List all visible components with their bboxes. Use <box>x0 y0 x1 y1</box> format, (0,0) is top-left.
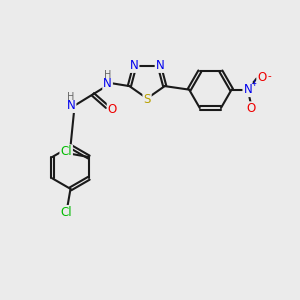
Text: +: + <box>250 79 258 88</box>
Text: H: H <box>68 92 75 102</box>
Text: N: N <box>103 77 112 90</box>
Text: S: S <box>143 93 151 106</box>
Text: -: - <box>267 71 271 81</box>
Text: N: N <box>243 83 252 96</box>
Text: H: H <box>104 70 111 80</box>
Text: O: O <box>108 103 117 116</box>
Text: N: N <box>156 59 164 72</box>
Text: Cl: Cl <box>60 145 72 158</box>
Text: O: O <box>247 102 256 115</box>
Text: O: O <box>257 71 266 84</box>
Text: N: N <box>130 59 139 72</box>
Text: N: N <box>67 99 76 112</box>
Text: Cl: Cl <box>60 206 72 219</box>
